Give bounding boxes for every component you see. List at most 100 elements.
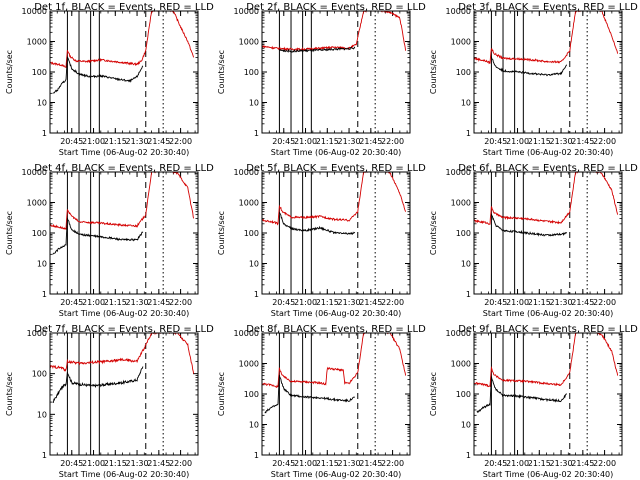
x-axis-label: Start Time (06-Aug-02 20:30:40) xyxy=(483,148,614,157)
x-tick-label: 22:00 xyxy=(169,459,192,468)
plot-frame xyxy=(473,171,623,295)
y-tick-label: 1 xyxy=(466,129,471,138)
chart-title: Det 9f, BLACK = Events, RED = LLD xyxy=(458,324,638,335)
y-tick-label: 10 xyxy=(37,410,47,419)
x-tick-label: 20:45 xyxy=(60,298,83,307)
x-tick-label: 21:00 xyxy=(82,298,105,307)
x-tick-label: 20:45 xyxy=(272,137,295,146)
chart-title: Det 1f, BLACK = Events, RED = LLD xyxy=(34,2,214,13)
x-tick-label: 22:00 xyxy=(593,459,616,468)
y-tick-label: 100 xyxy=(32,68,47,77)
chart-panel: Det 1f, BLACK = Events, RED = LLD Counts/… xyxy=(5,2,214,157)
y-tick-label: 1 xyxy=(254,451,259,460)
x-axis-label: Start Time (06-Aug-02 20:30:40) xyxy=(271,309,402,318)
x-tick-label: 21:30 xyxy=(550,298,573,307)
x-tick-label: 22:00 xyxy=(169,298,192,307)
x-tick-label: 21:00 xyxy=(294,298,317,307)
x-tick-label: 21:15 xyxy=(528,459,551,468)
x-tick-label: 21:30 xyxy=(550,459,573,468)
y-tick-label: 10000 xyxy=(446,7,471,16)
event-markers xyxy=(66,333,164,455)
lld-series-line xyxy=(50,11,195,68)
x-tick-label: 21:45 xyxy=(147,459,170,468)
x-axis-label: Start Time (06-Aug-02 20:30:40) xyxy=(59,309,190,318)
x-tick-label: 21:15 xyxy=(104,137,127,146)
y-tick-label: 1000 xyxy=(239,199,259,208)
lld-series-line xyxy=(262,11,407,52)
x-tick-label: 21:45 xyxy=(571,137,594,146)
lld-series-line xyxy=(262,172,407,226)
x-tick-label: 20:45 xyxy=(60,459,83,468)
events-series-line xyxy=(52,366,144,403)
x-tick-label: 22:00 xyxy=(593,137,616,146)
y-tick-label: 100 xyxy=(456,229,471,238)
x-tick-label: 20:45 xyxy=(484,459,507,468)
y-tick-label: 100 xyxy=(244,68,259,77)
y-tick-label: 1000 xyxy=(451,199,471,208)
chart-title: Det 6f, BLACK = Events, RED = LLD xyxy=(458,163,638,174)
x-tick-label: 21:15 xyxy=(316,298,339,307)
lld-series-line xyxy=(50,172,195,230)
lld-series-line xyxy=(474,172,619,225)
plot-frame xyxy=(261,171,411,295)
x-tick-label: 21:00 xyxy=(506,298,529,307)
events-series-line xyxy=(476,376,567,413)
y-tick-label: 100 xyxy=(32,370,47,379)
plot-frame xyxy=(49,10,199,134)
x-tick-label: 21:00 xyxy=(294,137,317,146)
x-tick-label: 22:00 xyxy=(593,298,616,307)
chart-title: Det 2f, BLACK = Events, RED = LLD xyxy=(246,2,426,13)
y-tick-label: 10 xyxy=(461,260,471,269)
y-tick-label: 1 xyxy=(42,129,47,138)
x-tick-label: 21:00 xyxy=(82,459,105,468)
x-axis-label: Start Time (06-Aug-02 20:30:40) xyxy=(59,470,190,479)
x-tick-label: 22:00 xyxy=(381,459,404,468)
x-tick-label: 21:30 xyxy=(550,137,573,146)
x-tick-label: 21:45 xyxy=(359,137,382,146)
event-markers xyxy=(278,172,376,294)
chart-panel: Det 7f, BLACK = Events, RED = LLD Counts/… xyxy=(5,324,214,479)
y-tick-label: 10 xyxy=(249,421,259,430)
x-tick-label: 21:00 xyxy=(82,137,105,146)
events-series-line xyxy=(264,375,356,414)
chart-panel: Det 2f, BLACK = Events, RED = LLD Counts/… xyxy=(217,2,426,157)
y-axis-label: Counts/sec xyxy=(5,50,14,94)
event-markers xyxy=(490,333,588,455)
x-axis-label: Start Time (06-Aug-02 20:30:40) xyxy=(59,148,190,157)
events-series-line xyxy=(278,46,356,53)
x-tick-label: 21:15 xyxy=(104,459,127,468)
x-axis-label: Start Time (06-Aug-02 20:30:40) xyxy=(271,470,402,479)
y-axis-label: Counts/sec xyxy=(429,50,438,94)
lld-series-line xyxy=(50,333,195,374)
y-tick-label: 10 xyxy=(461,421,471,430)
events-series-line xyxy=(490,213,568,237)
y-axis-label: Counts/sec xyxy=(217,211,226,255)
chart-panel: Det 4f, BLACK = Events, RED = LLD Counts/… xyxy=(5,163,214,318)
y-tick-label: 1 xyxy=(42,290,47,299)
y-tick-label: 10000 xyxy=(446,329,471,338)
events-series-line xyxy=(52,218,144,255)
x-tick-label: 20:45 xyxy=(484,137,507,146)
y-axis-label: Counts/sec xyxy=(5,372,14,416)
y-axis-label: Counts/sec xyxy=(5,211,14,255)
y-tick-label: 1000 xyxy=(451,360,471,369)
x-tick-label: 20:45 xyxy=(484,298,507,307)
x-tick-label: 21:30 xyxy=(126,298,149,307)
y-tick-label: 1 xyxy=(466,451,471,460)
events-series-line xyxy=(490,56,567,77)
y-tick-label: 1000 xyxy=(451,38,471,47)
y-tick-label: 100 xyxy=(244,390,259,399)
y-tick-label: 10 xyxy=(37,99,47,108)
event-markers xyxy=(490,172,588,294)
chart-title: Det 3f, BLACK = Events, RED = LLD xyxy=(458,2,638,13)
y-tick-label: 10 xyxy=(249,99,259,108)
x-tick-label: 21:30 xyxy=(126,137,149,146)
plot-frame xyxy=(473,10,623,134)
y-tick-label: 10000 xyxy=(446,168,471,177)
plot-frame xyxy=(49,171,199,295)
chart-panel: Det 9f, BLACK = Events, RED = LLD Counts/… xyxy=(429,324,638,479)
y-tick-label: 1000 xyxy=(239,360,259,369)
chart-title: Det 7f, BLACK = Events, RED = LLD xyxy=(34,324,214,335)
x-tick-label: 21:30 xyxy=(126,459,149,468)
